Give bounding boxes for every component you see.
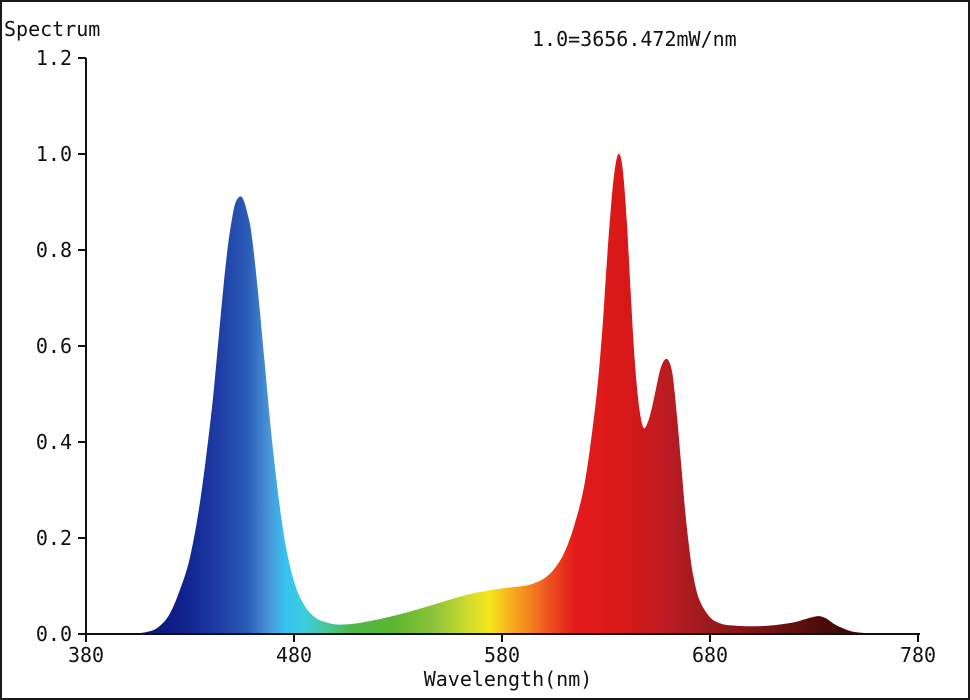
y-tick-label: 1.0 (36, 142, 72, 166)
x-ticks: 380 480 580 680 780 (68, 634, 936, 667)
plot-area (86, 153, 918, 634)
x-tick-label: 680 (692, 643, 728, 667)
y-tick-label: 0.2 (36, 526, 72, 550)
y-axis-title: Spectrum (4, 17, 100, 41)
y-tick-label: 0.6 (36, 334, 72, 358)
y-ticks: 0.0 0.2 0.4 0.6 0.8 1.0 1.2 (36, 46, 86, 646)
y-tick-label: 0.4 (36, 430, 72, 454)
x-tick-label: 580 (484, 643, 520, 667)
x-tick-label: 480 (276, 643, 312, 667)
y-tick-label: 0.0 (36, 622, 72, 646)
y-tick-label: 0.8 (36, 238, 72, 262)
x-tick-label: 380 (68, 643, 104, 667)
y-tick-label: 1.2 (36, 46, 72, 70)
x-axis-title: Wavelength(nm) (424, 667, 593, 691)
spectrum-area (86, 153, 918, 634)
scale-annotation: 1.0=3656.472mW/nm (532, 27, 737, 51)
x-tick-label: 780 (900, 643, 936, 667)
